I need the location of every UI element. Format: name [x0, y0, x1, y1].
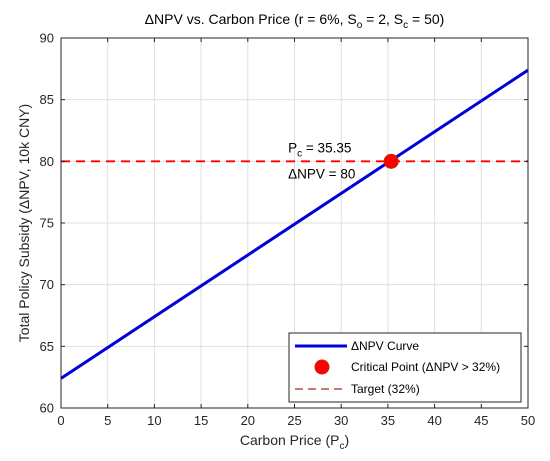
x-axis-label: Carbon Price (Pc) [240, 432, 349, 452]
annotation-pc-value: = 35.35 [302, 140, 351, 155]
legend-swatch-critical-point [314, 359, 330, 375]
y-axis-label: Total Policy Subsidy (ΔNPV, 10k CNY) [16, 104, 32, 342]
annotation-pc: Pc = 35.35 [288, 140, 351, 159]
legend-label-critical-point: Critical Point (ΔNPV > 32%) [351, 360, 500, 374]
title-suffix: = 50) [408, 11, 444, 27]
y-tick-label: 80 [40, 154, 54, 169]
x-axis-label-sub: c [339, 441, 344, 452]
chart-title: ΔNPV vs. Carbon Price (r = 6%, So = 2, S… [145, 11, 445, 31]
annotation-pc-sub: c [297, 148, 302, 159]
legend: ΔNPV Curve Critical Point (ΔNPV > 32%) T… [288, 332, 522, 403]
y-tick-label: 65 [40, 339, 54, 354]
y-tick-label: 70 [40, 277, 54, 292]
title-prefix: ΔNPV vs. Carbon Price (r = 6%, S [145, 11, 357, 27]
x-tick-label: 45 [474, 413, 488, 428]
x-tick-label: 0 [57, 413, 64, 428]
x-tick-label: 20 [241, 413, 255, 428]
y-axis-ticks: 60 65 70 75 80 85 90 [40, 31, 528, 416]
x-tick-label: 10 [147, 413, 161, 428]
annotation-npv: ΔNPV = 80 [288, 166, 355, 181]
x-tick-label: 15 [194, 413, 208, 428]
annotation-pc-main: P [288, 140, 297, 155]
title-sub-c: c [403, 20, 408, 31]
y-tick-label: 85 [40, 92, 54, 107]
y-tick-label: 90 [40, 31, 54, 46]
legend-label-npv-curve: ΔNPV Curve [351, 339, 419, 353]
npv-curve-line [60, 68, 529, 380]
x-axis-label-close: ) [344, 432, 349, 448]
x-tick-label: 50 [521, 413, 535, 428]
y-tick-label: 60 [40, 401, 54, 416]
x-axis-ticks: 0 5 10 15 20 25 30 35 40 45 50 [57, 38, 535, 428]
x-tick-label: 30 [334, 413, 348, 428]
x-axis-label-main: Carbon Price (P [240, 432, 340, 448]
title-mid: = 2, S [362, 11, 403, 27]
x-tick-label: 5 [104, 413, 111, 428]
x-tick-label: 40 [427, 413, 441, 428]
x-tick-label: 35 [381, 413, 395, 428]
x-tick-label: 25 [287, 413, 301, 428]
y-tick-label: 75 [40, 216, 54, 231]
title-sub-o: o [357, 20, 363, 31]
critical-point-marker [383, 153, 399, 169]
legend-label-target: Target (32%) [351, 382, 420, 396]
